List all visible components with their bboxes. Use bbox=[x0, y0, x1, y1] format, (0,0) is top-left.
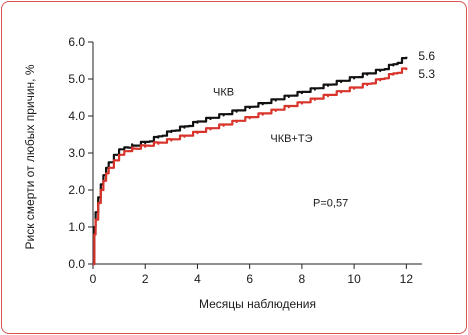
y-tick-label: 4.0 bbox=[68, 109, 85, 123]
x-tick-label: 6 bbox=[246, 272, 253, 286]
p-value-annotation: P=0,57 bbox=[313, 198, 348, 210]
axes bbox=[92, 42, 422, 265]
y-tick-label: 5.0 bbox=[68, 72, 85, 86]
y-tick-label: 2.0 bbox=[68, 183, 85, 197]
series-line-1 bbox=[93, 67, 408, 266]
x-tick-label: 10 bbox=[347, 272, 361, 286]
tick-labels: 0.0 1.0 2.0 3.0 4.0 5.0 6.0 0 2 4 6 8 10 12 bbox=[68, 35, 413, 286]
chart-labels: ЧКВ 5.6 ЧКВ+ТЭ 5.3 P=0,57 bbox=[213, 49, 435, 210]
x-axis-label: Месяцы наблюдения bbox=[199, 297, 316, 311]
series-end-value-label: 5.6 bbox=[418, 49, 435, 63]
y-axis-label: Риск смерти от любых причин, % bbox=[23, 64, 37, 249]
tick-marks bbox=[88, 41, 407, 269]
x-tick-label: 0 bbox=[90, 272, 97, 286]
series-name-label: ЧКВ bbox=[213, 87, 234, 99]
y-tick-label: 1.0 bbox=[68, 220, 85, 234]
y-tick-label: 0.0 bbox=[68, 257, 85, 271]
x-tick-label: 2 bbox=[142, 272, 149, 286]
x-tick-label: 8 bbox=[299, 272, 306, 286]
series-line-0 bbox=[93, 56, 408, 266]
y-tick-label: 3.0 bbox=[68, 146, 85, 160]
series-lines bbox=[93, 56, 408, 266]
series-end-value-label: 5.3 bbox=[418, 67, 435, 81]
x-tick-label: 4 bbox=[194, 272, 201, 286]
y-tick-label: 6.0 bbox=[68, 35, 85, 49]
x-tick-label: 12 bbox=[400, 272, 414, 286]
series-name-label: ЧКВ+ТЭ bbox=[270, 133, 312, 145]
